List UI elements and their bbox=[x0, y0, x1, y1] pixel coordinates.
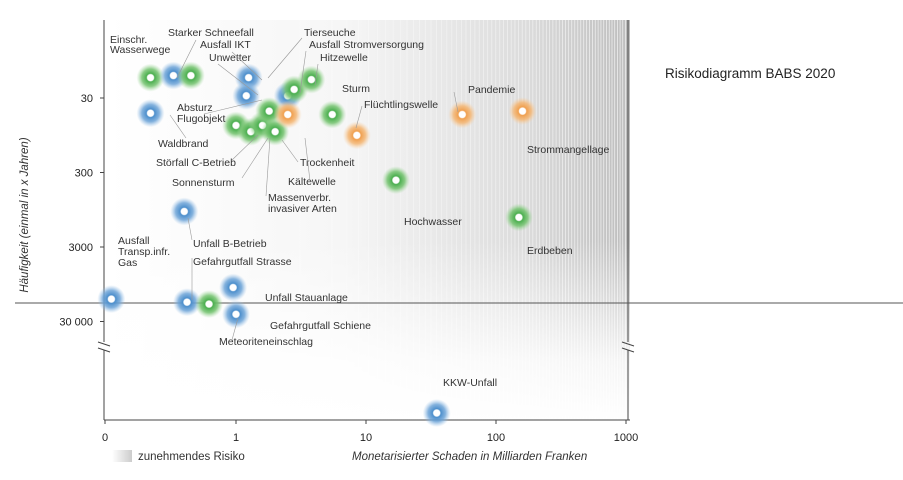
point-label: Massenverbr. bbox=[268, 192, 331, 204]
point-orange bbox=[508, 97, 537, 126]
point-label: Kältewelle bbox=[288, 176, 336, 188]
point-label: Einschr. bbox=[110, 34, 147, 46]
point-blue bbox=[170, 197, 199, 226]
point-label: Meteoriteneinschlag bbox=[219, 336, 313, 348]
point-label: Absturz bbox=[177, 102, 213, 114]
point-label: Sonnensturm bbox=[172, 177, 235, 189]
y-axis-title: Häufigkeit (einmal in x Jahren) bbox=[19, 137, 31, 292]
leader-line bbox=[203, 99, 263, 115]
leader-line bbox=[176, 39, 197, 79]
point-label: Ausfall Stromversorgung bbox=[309, 39, 424, 51]
point-label: invasiver Arten bbox=[268, 203, 337, 215]
leader-line bbox=[187, 217, 193, 241]
risk-legend-swatch bbox=[112, 450, 132, 462]
x-tick-label: 10 bbox=[360, 432, 372, 444]
point-label: Störfall C-Betrieb bbox=[156, 157, 236, 169]
leader-line bbox=[231, 134, 259, 161]
point-blue bbox=[422, 399, 451, 427]
point-label: Starker Schneefall bbox=[168, 27, 254, 39]
leader-line bbox=[453, 91, 459, 113]
point-green bbox=[176, 61, 205, 90]
point-label: Flüchtlingswelle bbox=[364, 99, 438, 111]
point-label: Erdbeben bbox=[527, 245, 573, 257]
leader-line bbox=[169, 114, 187, 139]
point-green bbox=[195, 290, 224, 319]
leader-line bbox=[265, 137, 271, 197]
point-green bbox=[136, 63, 165, 92]
leader-line bbox=[267, 37, 303, 79]
point-label: Ausfall IKT bbox=[200, 39, 251, 51]
point-label: KKW-Unfall bbox=[443, 377, 497, 389]
leader-line bbox=[314, 63, 319, 86]
point-label: Tierseuche bbox=[304, 27, 356, 39]
point-label: Transp.infr. bbox=[118, 246, 170, 258]
y-tick-label: 30 000 bbox=[59, 317, 93, 329]
point-blue bbox=[97, 285, 126, 314]
point-blue bbox=[173, 288, 202, 317]
x-ticks: 0 1 10 100 1000 bbox=[102, 420, 638, 444]
point-label: Unwetter bbox=[209, 52, 252, 64]
point-label: Gefahrgutfall Schiene bbox=[270, 320, 371, 332]
data-points bbox=[97, 61, 537, 427]
leader-line bbox=[299, 50, 307, 94]
point-green bbox=[504, 203, 533, 232]
point-orange bbox=[448, 100, 477, 129]
point-label: Trockenheit bbox=[300, 157, 355, 169]
y-tick-label: 3000 bbox=[69, 242, 93, 254]
point-orange bbox=[342, 121, 371, 150]
point-label: Sturm bbox=[342, 83, 370, 95]
point-blue bbox=[232, 81, 261, 110]
point-label: Unfall Stauanlage bbox=[265, 292, 348, 304]
point-label: Gas bbox=[118, 257, 137, 269]
point-label: Hochwasser bbox=[404, 216, 462, 228]
leader-line bbox=[241, 137, 269, 179]
point-orange bbox=[273, 100, 302, 129]
point-label: Pandemie bbox=[468, 84, 515, 96]
y-tick-label: 30 bbox=[81, 93, 93, 105]
x-tick-label: 1000 bbox=[614, 432, 638, 444]
point-label: Wasserwege bbox=[110, 44, 170, 56]
y-tick-label: 300 bbox=[75, 168, 93, 180]
point-label: Waldbrand bbox=[158, 138, 209, 150]
leader-line bbox=[217, 63, 259, 96]
risk-legend-label: zunehmendes Risiko bbox=[138, 451, 245, 463]
point-label: Unfall B-Betrieb bbox=[193, 238, 267, 250]
point-label: Strommangellage bbox=[527, 144, 609, 156]
leader-line bbox=[281, 139, 299, 163]
x-axis-title: Monetarisierter Schaden in Milliarden Fr… bbox=[352, 451, 587, 463]
point-label: Hitzewelle bbox=[320, 52, 368, 64]
leader-line bbox=[304, 137, 311, 182]
leader-line bbox=[231, 317, 239, 341]
point-label: Gefahrgutfall Strasse bbox=[193, 256, 292, 268]
chart-title: Risikodiagramm BABS 2020 bbox=[665, 66, 835, 81]
point-label: Flugobjekt bbox=[177, 113, 226, 125]
point-green bbox=[297, 65, 326, 94]
point-blue bbox=[136, 99, 165, 128]
leader-line bbox=[231, 51, 263, 81]
leader-line bbox=[355, 105, 363, 129]
point-blue bbox=[222, 300, 250, 329]
point-green bbox=[318, 100, 347, 129]
x-tick-label: 1 bbox=[233, 432, 239, 444]
point-blue bbox=[219, 273, 248, 302]
x-tick-label: 0 bbox=[102, 432, 108, 444]
point-label: Ausfall bbox=[118, 235, 150, 247]
x-tick-label: 100 bbox=[487, 432, 505, 444]
point-green bbox=[381, 166, 410, 195]
y-ticks: 30 300 3000 30 000 bbox=[59, 93, 104, 329]
